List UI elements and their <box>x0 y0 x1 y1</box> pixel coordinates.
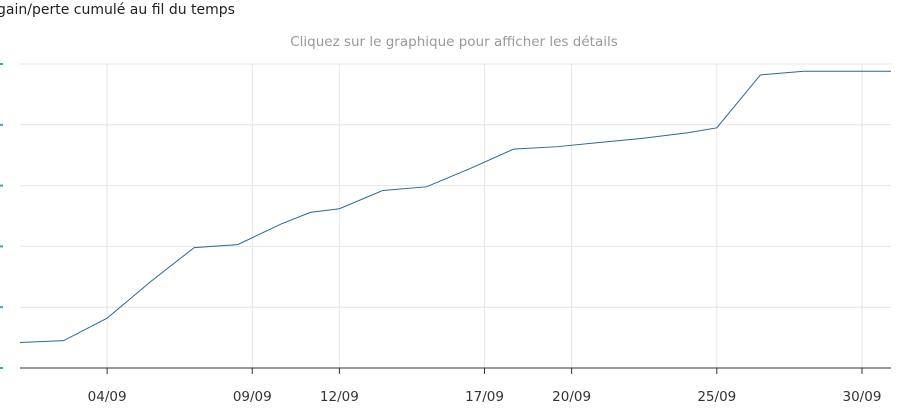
x-tick-label: 25/09 <box>697 389 736 405</box>
x-tick-label: 20/09 <box>552 389 591 405</box>
x-axis-ticks: 04/09 09/09 12/09 17/09 20/09 25/09 30/09 <box>88 368 882 405</box>
x-tick-label: 30/09 <box>843 389 882 405</box>
x-tick-label: 12/09 <box>320 389 359 405</box>
chart-hint: Cliquez sur le graphique pour afficher l… <box>290 34 618 50</box>
grid-lines <box>20 63 891 368</box>
chart-title: gain/perte cumulé au fil du temps <box>0 2 235 18</box>
x-tick-label: 04/09 <box>88 389 127 405</box>
y-axis-ticks <box>0 63 3 369</box>
series-line[interactable] <box>19 70 891 343</box>
x-tick-label: 17/09 <box>465 389 504 405</box>
x-tick-label: 09/09 <box>233 389 272 405</box>
